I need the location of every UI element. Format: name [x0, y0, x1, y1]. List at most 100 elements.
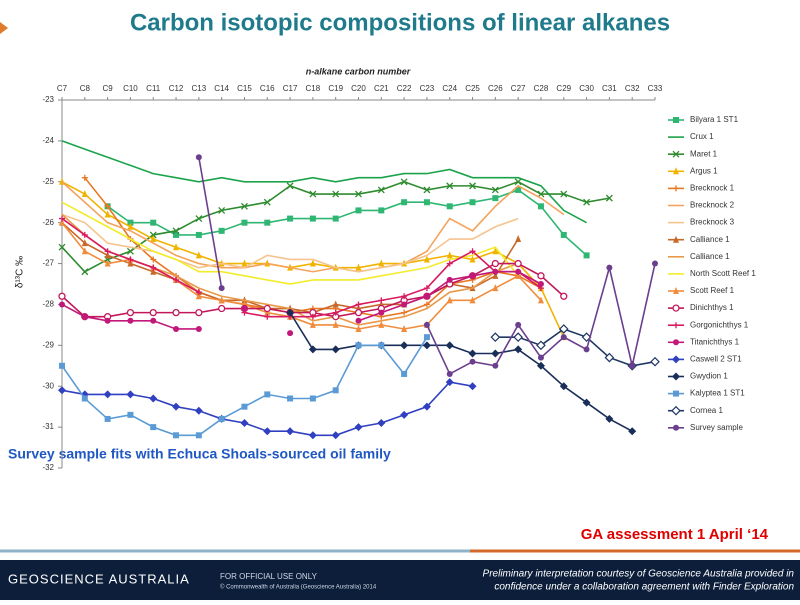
legend-label: Caswell 2 ST1	[690, 355, 742, 364]
marker	[423, 255, 430, 263]
marker	[104, 317, 111, 324]
marker	[378, 320, 385, 328]
marker	[605, 194, 613, 202]
marker	[469, 248, 476, 255]
marker	[127, 411, 134, 418]
copyright: © Commonwealth of Australia (Geoscience …	[220, 584, 377, 591]
legend-label: Cornea 1	[690, 406, 723, 415]
series-line	[61, 213, 519, 273]
marker	[650, 356, 660, 367]
marker	[286, 308, 295, 317]
x-tick-label: C8	[80, 84, 91, 93]
marker	[286, 427, 295, 436]
x-axis-title: n-alkane carbon number	[306, 66, 411, 76]
marker	[126, 390, 135, 399]
marker	[263, 198, 271, 206]
series-line	[84, 177, 542, 318]
marker	[150, 219, 157, 226]
marker	[492, 195, 499, 202]
marker	[173, 432, 180, 439]
marker	[173, 276, 180, 283]
marker	[422, 402, 431, 411]
marker	[558, 324, 569, 334]
marker	[240, 419, 249, 428]
marker	[195, 325, 202, 332]
marker	[58, 243, 66, 251]
marker	[218, 285, 225, 292]
x-tick-label: C15	[237, 84, 252, 93]
marker	[446, 260, 453, 267]
marker	[194, 406, 203, 415]
marker	[446, 203, 453, 210]
y-tick-label: -30	[42, 381, 54, 390]
y-axis-title: δ¹³C ‰	[15, 256, 26, 288]
marker	[355, 301, 362, 308]
marker	[469, 182, 476, 190]
marker	[172, 227, 180, 235]
marker	[241, 219, 248, 226]
marker	[446, 276, 453, 283]
marker	[583, 198, 591, 206]
marker	[401, 199, 408, 206]
marker	[537, 272, 545, 280]
x-tick-label: C31	[602, 84, 617, 93]
marker	[423, 285, 430, 292]
marker	[332, 190, 340, 198]
marker	[355, 317, 362, 324]
title: Carbon isotopic compositions of linear a…	[130, 9, 670, 36]
legend-label: Argus 1	[690, 166, 718, 175]
marker	[354, 423, 363, 432]
marker	[195, 154, 202, 161]
marker	[241, 403, 248, 410]
x-tick-label: C25	[465, 84, 480, 93]
marker	[673, 339, 679, 346]
marker	[537, 190, 545, 198]
marker	[515, 271, 522, 279]
marker	[377, 419, 386, 428]
marker	[81, 174, 88, 181]
marker	[492, 247, 499, 255]
marker	[173, 231, 180, 238]
marker	[423, 334, 430, 341]
marker	[309, 395, 316, 402]
marker	[195, 289, 202, 296]
marker	[309, 313, 316, 320]
marker	[378, 207, 385, 214]
marker	[104, 248, 111, 255]
x-tick-label: C13	[192, 84, 207, 93]
marker	[309, 215, 316, 222]
marker	[400, 410, 409, 419]
marker	[59, 215, 65, 222]
legend-label: Brecknock 3	[690, 218, 735, 227]
y-tick-label: -28	[42, 300, 54, 309]
marker	[492, 362, 499, 369]
series-line	[61, 181, 565, 273]
marker	[469, 255, 476, 263]
accent-triangle	[0, 22, 8, 34]
marker	[673, 235, 679, 243]
marker	[446, 251, 453, 259]
marker	[492, 268, 499, 275]
marker	[195, 215, 203, 223]
x-tick-label: C30	[579, 84, 594, 93]
marker	[332, 300, 339, 308]
marker	[559, 382, 568, 391]
marker	[515, 235, 522, 243]
marker	[673, 167, 679, 175]
footer-band	[0, 560, 800, 600]
marker	[400, 341, 409, 350]
x-tick-label: C29	[556, 84, 571, 93]
x-tick-label: C27	[511, 84, 526, 93]
marker	[150, 424, 157, 431]
marker	[332, 215, 339, 222]
series-line	[107, 189, 588, 256]
marker	[423, 321, 430, 328]
marker	[332, 320, 339, 328]
marker	[264, 219, 271, 226]
marker	[218, 206, 226, 214]
legend-label: Bilyara 1 ST1	[690, 115, 739, 124]
note: Survey sample fits with Echuca Shoals-so…	[8, 446, 391, 462]
marker	[378, 309, 385, 316]
marker	[354, 308, 363, 317]
marker	[560, 231, 567, 238]
